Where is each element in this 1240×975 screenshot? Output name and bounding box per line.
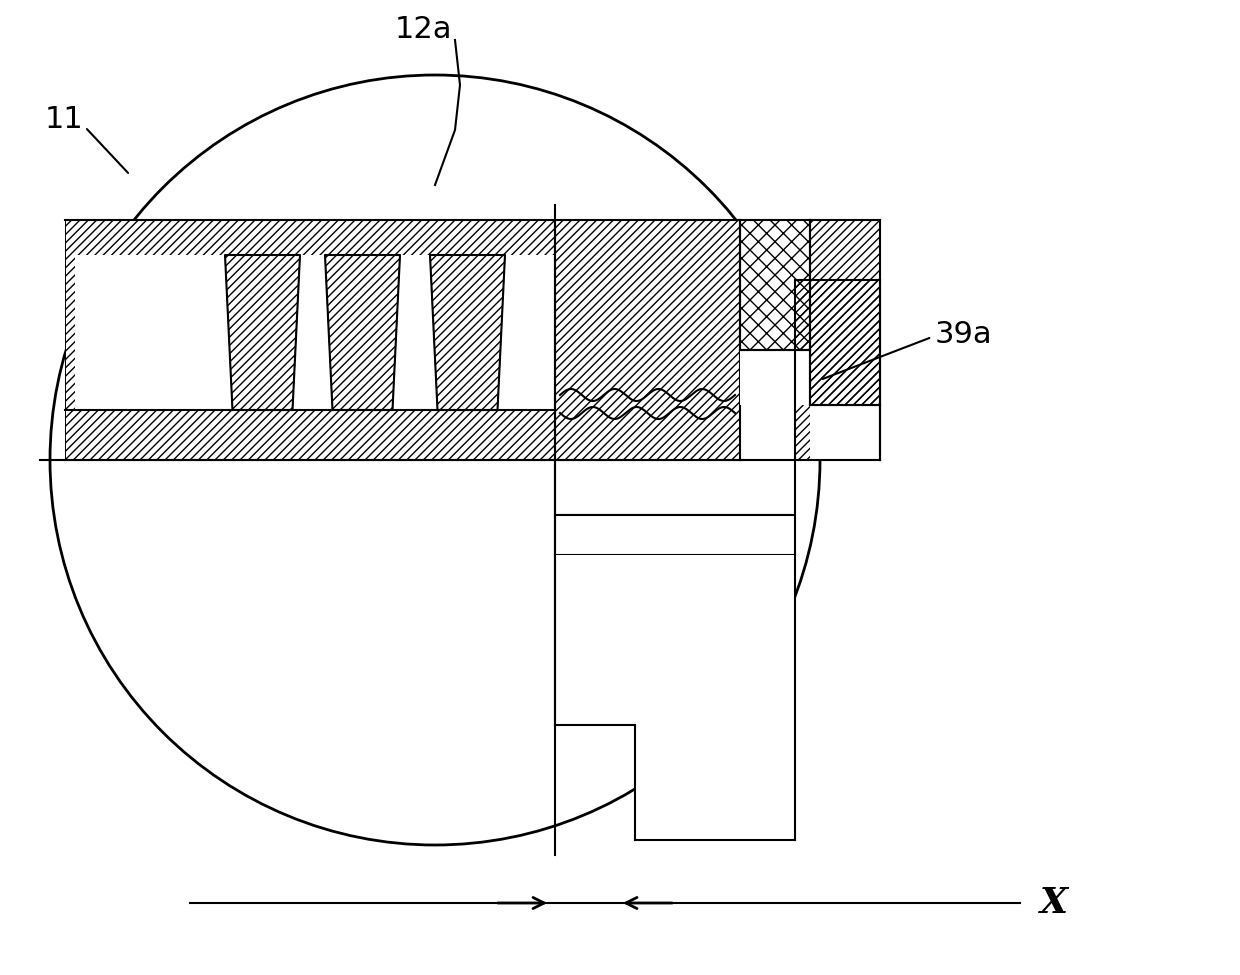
- Bar: [556, 515, 795, 555]
- Polygon shape: [224, 255, 300, 410]
- Text: 11: 11: [45, 105, 84, 135]
- Polygon shape: [430, 255, 505, 410]
- Bar: [810, 405, 880, 459]
- Bar: [795, 280, 880, 460]
- Bar: [795, 280, 880, 460]
- Bar: [556, 220, 740, 460]
- Bar: [740, 350, 810, 405]
- Text: 12a: 12a: [396, 16, 453, 45]
- Bar: [64, 220, 556, 460]
- Text: 39a: 39a: [935, 321, 993, 349]
- Bar: [810, 220, 880, 405]
- Bar: [740, 220, 810, 350]
- Bar: [740, 220, 810, 350]
- Bar: [556, 220, 740, 460]
- Text: X: X: [1040, 886, 1068, 920]
- Bar: [556, 460, 795, 515]
- Bar: [556, 555, 795, 725]
- Bar: [64, 220, 556, 460]
- Polygon shape: [325, 255, 401, 410]
- Bar: [74, 255, 556, 410]
- Bar: [635, 725, 795, 840]
- Bar: [810, 220, 880, 405]
